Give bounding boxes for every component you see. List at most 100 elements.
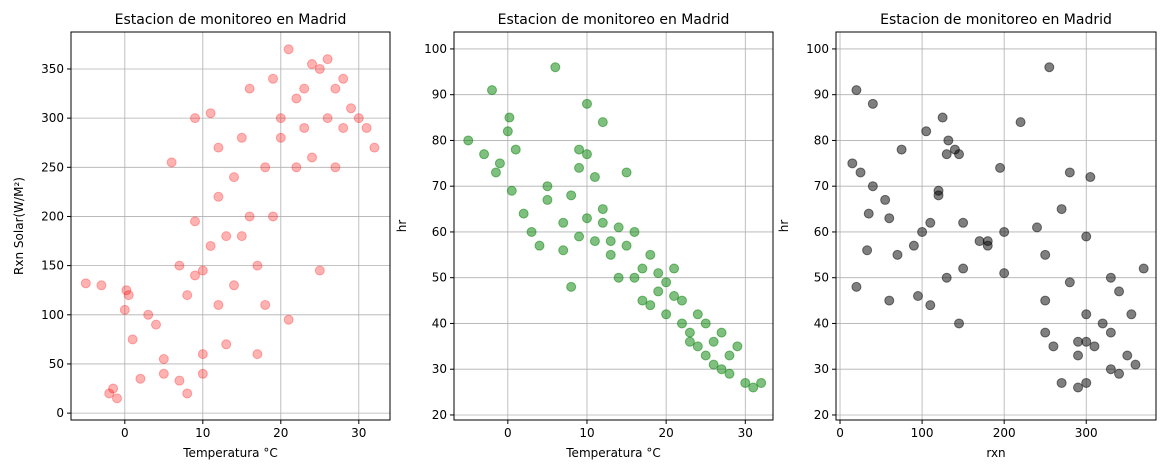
point [506, 185, 517, 196]
x-tick-label: 10 [579, 426, 594, 440]
point [322, 54, 333, 65]
point [1081, 309, 1092, 320]
point [708, 336, 719, 347]
y-tick-label: 350 [41, 62, 64, 76]
point [123, 290, 134, 301]
point [190, 270, 201, 281]
point [213, 191, 224, 202]
point [190, 216, 201, 227]
point [954, 318, 965, 329]
point [669, 291, 680, 302]
point [943, 135, 954, 146]
point [1122, 350, 1133, 361]
point [463, 135, 474, 146]
point [1097, 318, 1108, 329]
point [1040, 327, 1051, 338]
point [1040, 249, 1051, 260]
point [999, 226, 1010, 237]
point [1085, 172, 1096, 183]
point [299, 83, 310, 94]
point [958, 263, 969, 274]
point [574, 144, 585, 155]
point [96, 280, 107, 291]
point [884, 213, 895, 224]
point [1044, 62, 1055, 73]
y-tick-label: 100 [424, 42, 447, 56]
point [597, 204, 608, 215]
point [104, 388, 115, 399]
x-tick-label: 0 [121, 426, 129, 440]
point [637, 295, 648, 306]
point [252, 260, 263, 271]
y-tick-label: 70 [432, 179, 447, 193]
point [867, 98, 878, 109]
point [925, 217, 936, 228]
point [542, 181, 553, 192]
point [708, 359, 719, 370]
point [700, 318, 711, 329]
y-axis-label: hr [395, 220, 409, 233]
point [534, 240, 545, 251]
axes-frame [70, 31, 391, 421]
y-tick-label: 50 [432, 271, 447, 285]
point [135, 373, 146, 384]
point [629, 272, 640, 283]
point [275, 113, 286, 124]
point [884, 295, 895, 306]
point [958, 217, 969, 228]
point [1040, 295, 1051, 306]
y-tick-label: 40 [432, 316, 447, 330]
point [669, 263, 680, 274]
x-tick-label: 10 [195, 426, 210, 440]
x-tick-label: 30 [738, 426, 753, 440]
y-tick-label: 70 [814, 179, 829, 193]
point [589, 236, 600, 247]
point [346, 103, 357, 114]
point [974, 236, 985, 247]
point [252, 349, 263, 360]
point [174, 260, 185, 271]
point [166, 157, 177, 168]
point [613, 222, 624, 233]
point [700, 350, 711, 361]
point [174, 375, 185, 386]
point [724, 368, 735, 379]
point [1064, 167, 1075, 178]
x-tick-label: 20 [273, 426, 288, 440]
chart-title: Estacion de monitoreo en Madrid [498, 12, 730, 28]
point [494, 158, 505, 169]
point [314, 63, 325, 74]
point [221, 339, 232, 350]
point [982, 240, 993, 251]
point [260, 299, 271, 310]
point [937, 112, 948, 123]
point [542, 194, 553, 205]
point [880, 194, 891, 205]
point [1081, 336, 1092, 347]
point [158, 368, 169, 379]
point [740, 377, 751, 388]
point [307, 59, 318, 70]
point [205, 108, 216, 119]
point [581, 213, 592, 224]
point [574, 162, 585, 173]
point [847, 158, 858, 169]
point [581, 98, 592, 109]
point [862, 245, 873, 256]
point [954, 149, 965, 160]
point [80, 278, 91, 289]
point [1073, 382, 1084, 393]
point [558, 217, 569, 228]
point [1056, 204, 1067, 215]
point [182, 290, 193, 301]
point [653, 286, 664, 297]
point [314, 265, 325, 276]
point [645, 249, 656, 260]
point [1073, 336, 1084, 347]
point [574, 231, 585, 242]
point [621, 167, 632, 178]
point [684, 336, 695, 347]
y-tick-label: 100 [41, 308, 64, 322]
point [121, 285, 132, 296]
x-tick-label: 0 [836, 426, 844, 440]
